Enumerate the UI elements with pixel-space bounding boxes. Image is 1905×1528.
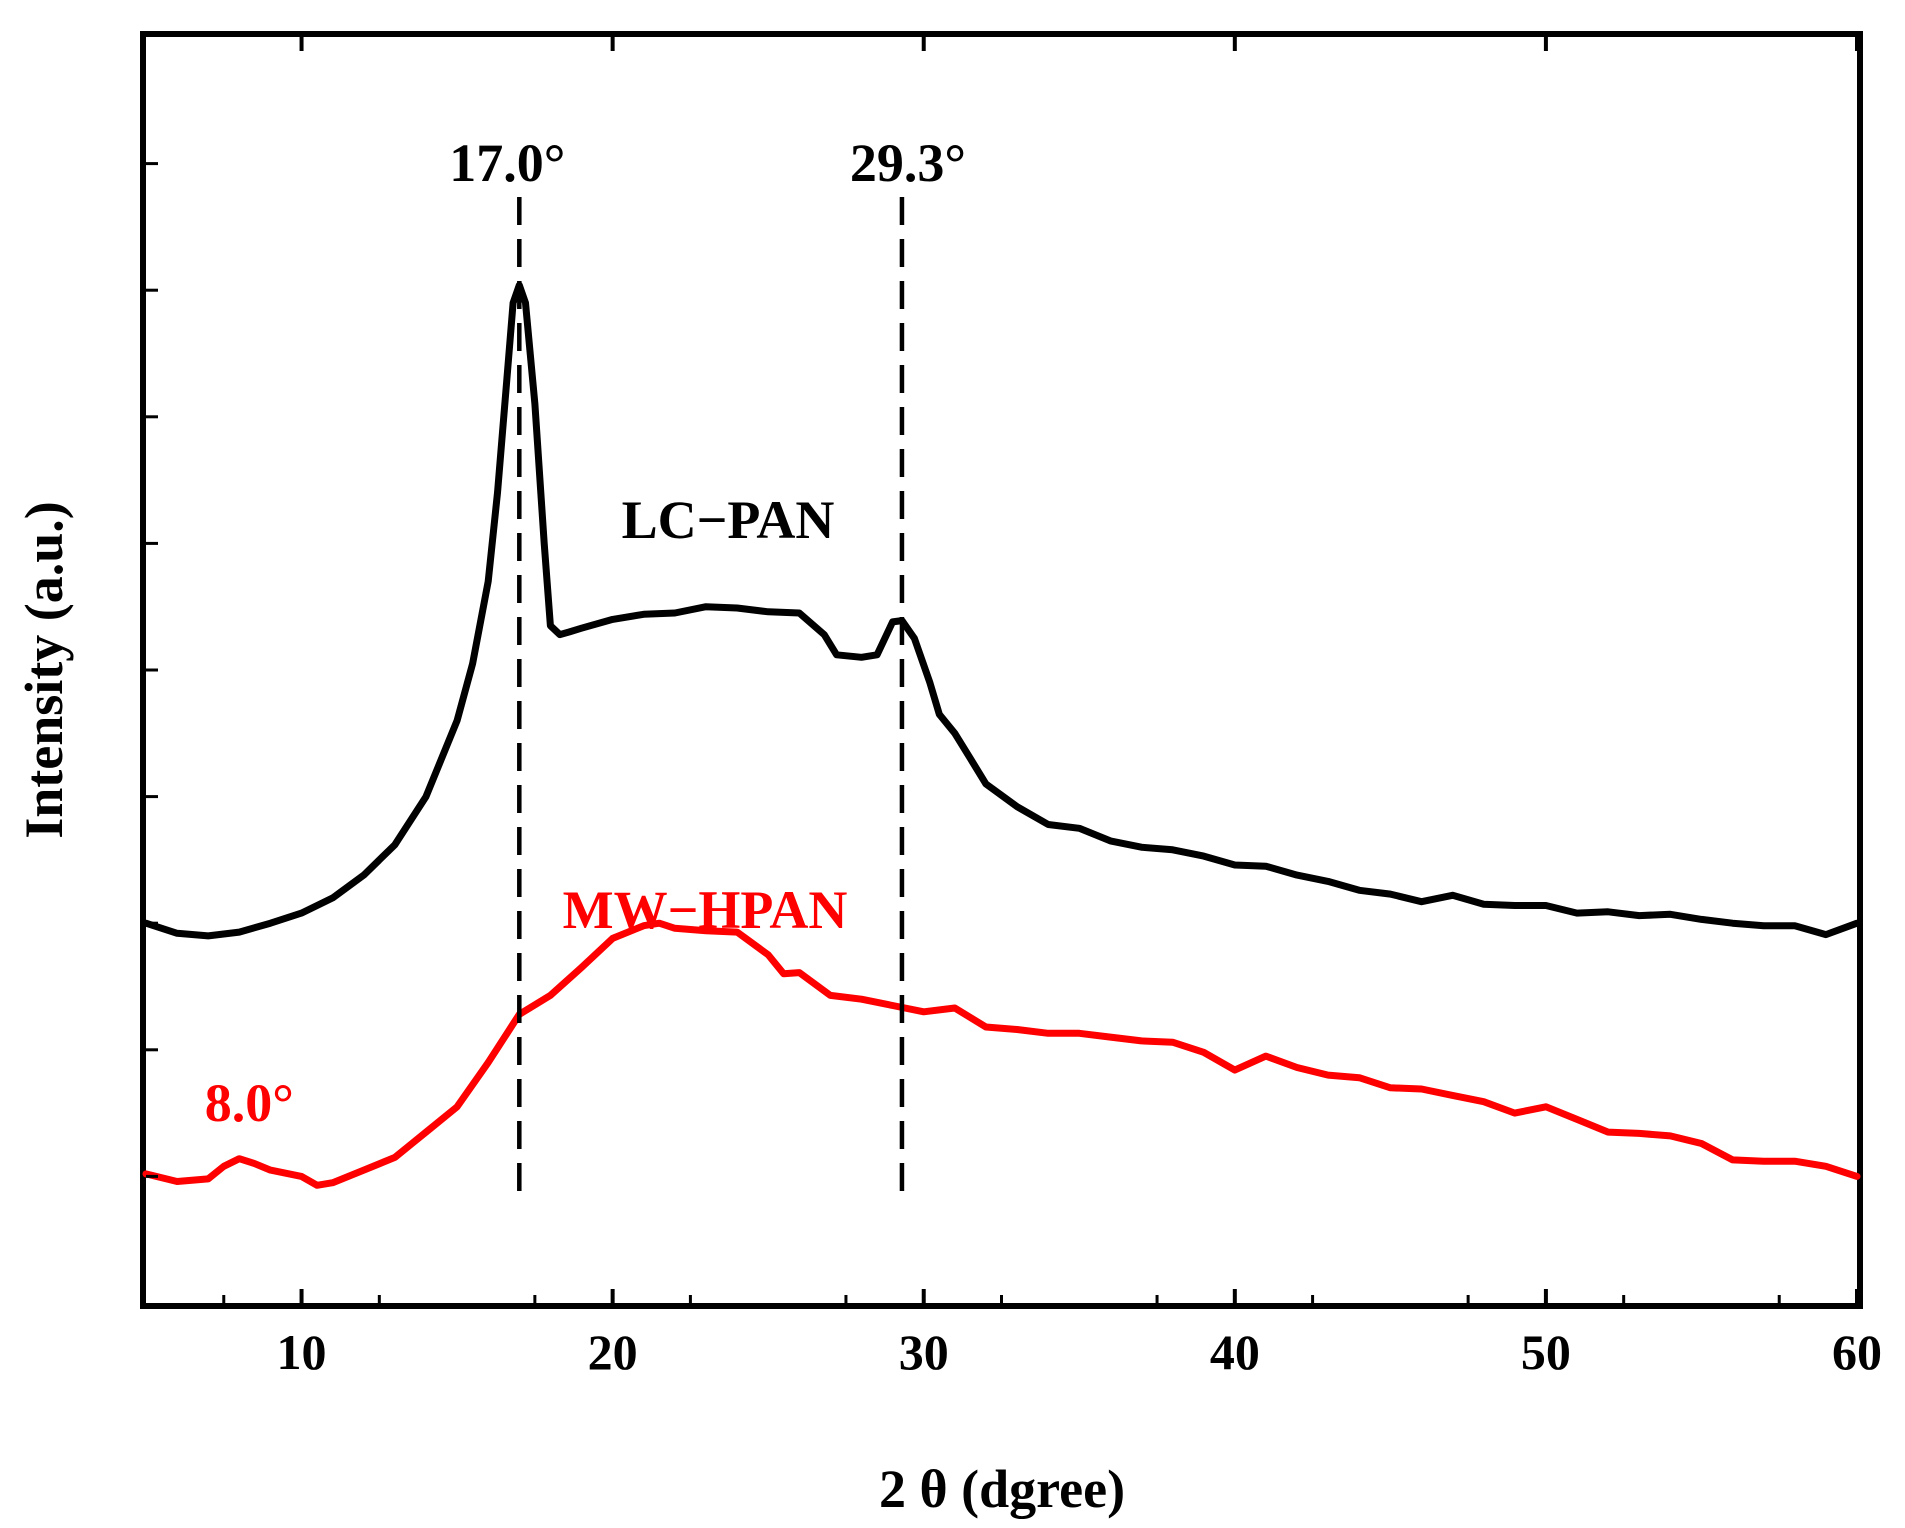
x-axis-ticks bbox=[222, 37, 1859, 1303]
x-tick-label: 20 bbox=[588, 1324, 638, 1380]
x-tick-label: 50 bbox=[1521, 1324, 1571, 1380]
x-tick-label: 30 bbox=[899, 1324, 949, 1380]
peak-17-label: 17.0° bbox=[449, 133, 565, 193]
peak-8-label: 8.0° bbox=[205, 1073, 294, 1133]
y-axis-ticks bbox=[146, 162, 158, 1178]
x-tick-label: 40 bbox=[1210, 1324, 1260, 1380]
peak-29-label: 29.3° bbox=[850, 133, 966, 193]
x-tick-label: 60 bbox=[1832, 1324, 1882, 1380]
x-axis-tick-labels: 10 20 30 40 50 60 bbox=[277, 1324, 1882, 1380]
lc-pan-curve bbox=[142, 281, 1861, 940]
lc-pan-series-label: LC−PAN bbox=[622, 490, 835, 550]
x-tick-label: 10 bbox=[277, 1324, 327, 1380]
plot-frame bbox=[140, 31, 1863, 1309]
x-axis-title: 2 θ (dgree) bbox=[879, 1459, 1125, 1519]
mw-hpan-curve bbox=[142, 919, 1861, 1189]
y-axis-title: Intensity (a.u.) bbox=[14, 501, 74, 839]
mw-hpan-series-label: MW−HPAN bbox=[563, 880, 848, 940]
